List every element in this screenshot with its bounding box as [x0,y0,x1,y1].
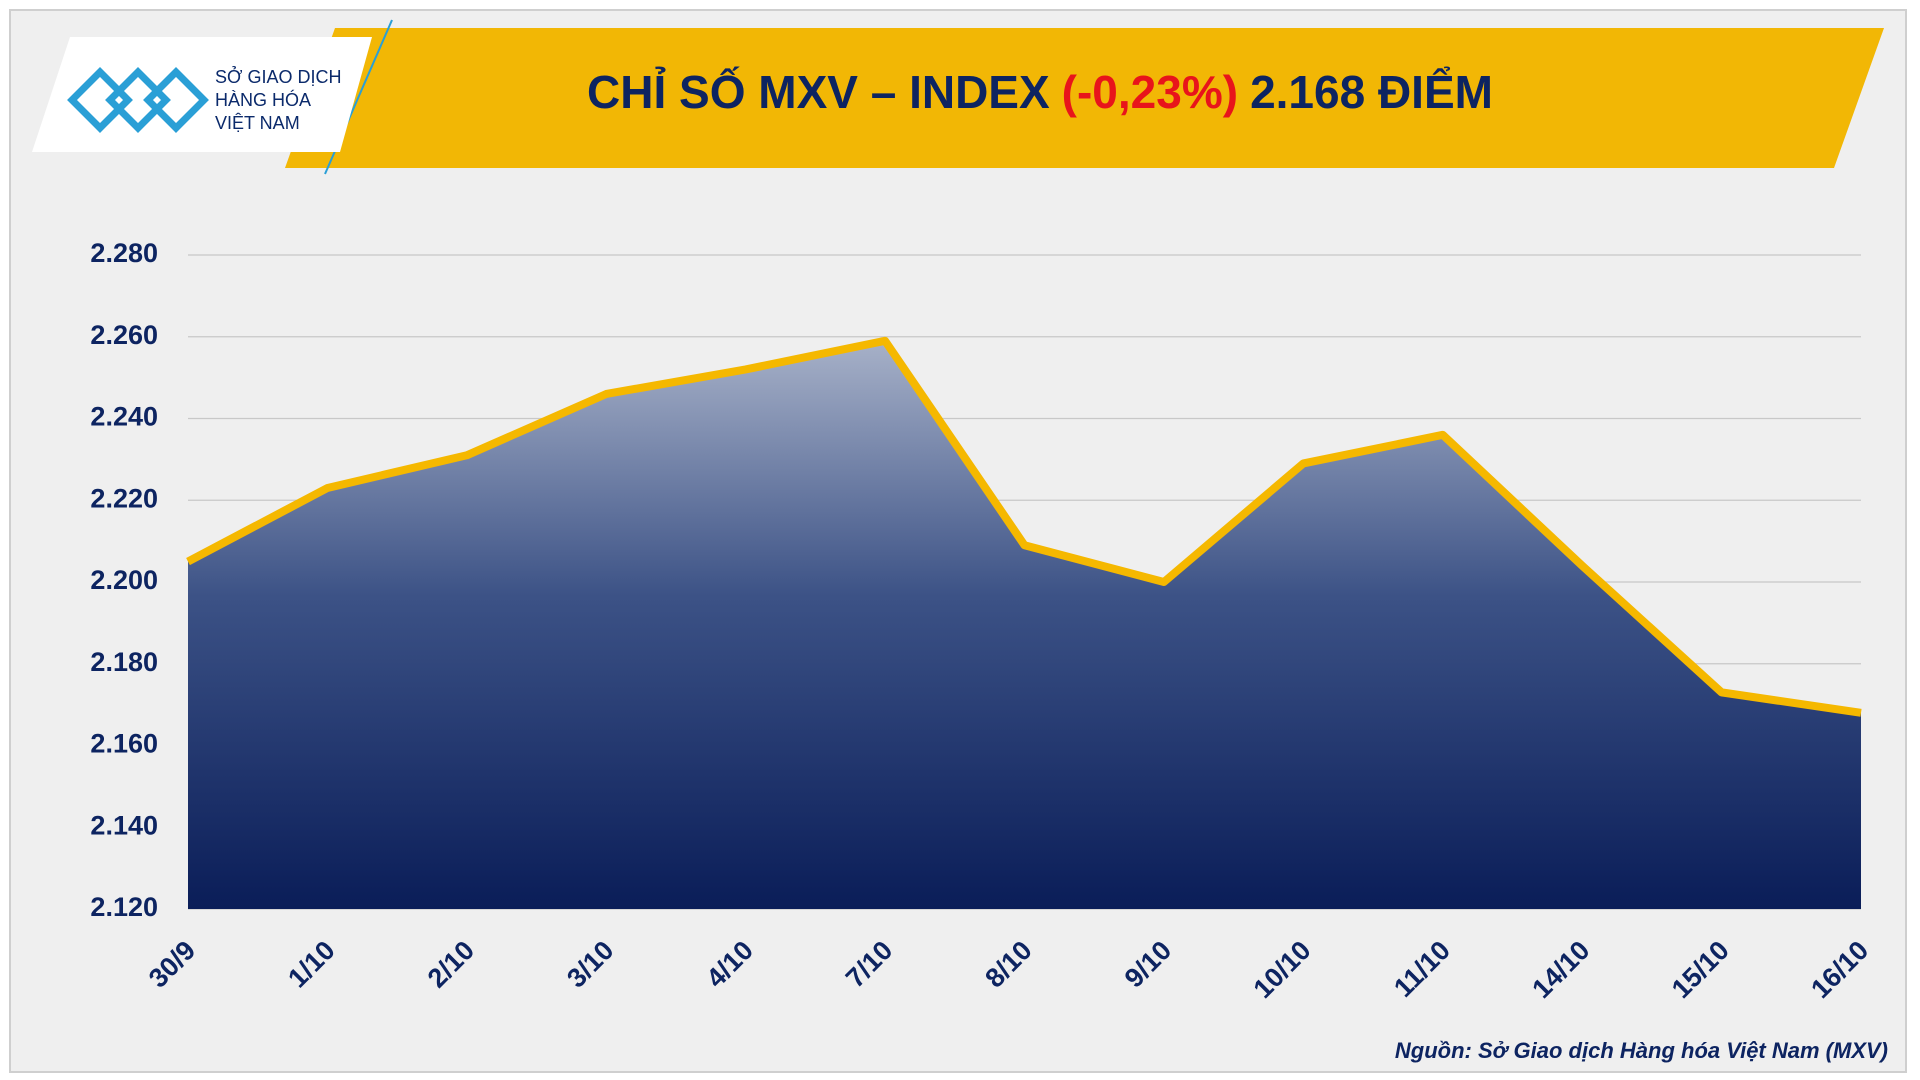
title-part: CHỈ SỐ MXV – INDEX [587,66,1050,118]
y-tick-label: 2.160 [90,729,158,759]
y-tick-label: 2.260 [90,320,158,350]
y-tick-label: 2.240 [90,402,158,432]
title-banner [285,28,1884,168]
area [188,340,1861,909]
logo-text: SỞ GIAO DỊCH [215,66,341,87]
y-tick-label: 2.180 [90,647,158,677]
chart-title: CHỈ SỐ MXV – INDEX (-0,23%) 2.168 ĐIỂM [587,66,1493,118]
y-tick-label: 2.220 [90,483,158,513]
y-tick-label: 2.280 [90,238,158,268]
y-tick-label: 2.140 [90,810,158,840]
logo-text: HÀNG HÓA [215,89,311,110]
line [186,336,1862,717]
logo-icon [67,67,209,133]
y-tick-label: 2.120 [90,892,158,922]
logo-text: VIỆT NAM [215,113,300,133]
y-tick-label: 2.200 [90,565,158,595]
title-part: 2.168 ĐIỂM [1250,66,1493,118]
title-change: (-0,23%) [1062,66,1238,118]
source-note: Nguồn: Sở Giao dịch Hàng hóa Việt Nam (M… [1395,1038,1888,1063]
